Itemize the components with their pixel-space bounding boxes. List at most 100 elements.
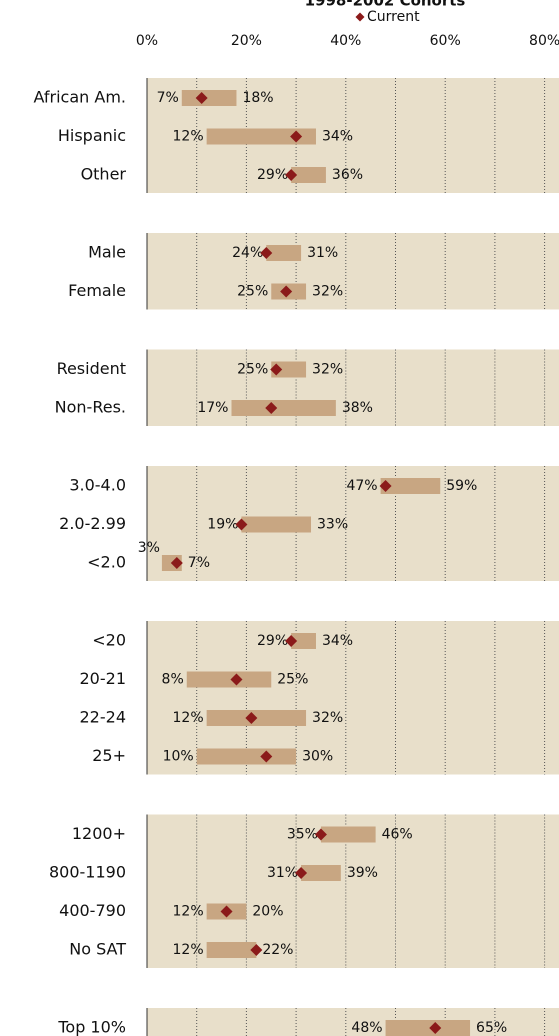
range-bar xyxy=(385,1020,471,1036)
category-label: Top 10% xyxy=(57,1018,126,1036)
high-label: 34% xyxy=(322,633,353,649)
current-marker xyxy=(230,673,243,686)
category-label: 1200+ xyxy=(72,824,126,843)
legend-label: Current xyxy=(367,9,420,25)
category-label: <2.0 xyxy=(87,553,126,572)
high-label: 36% xyxy=(332,167,363,183)
current-marker xyxy=(285,169,298,181)
high-label: 25% xyxy=(277,672,308,688)
high-label: 39% xyxy=(347,865,378,881)
high-label: 32% xyxy=(312,284,343,300)
high-label: 30% xyxy=(302,749,333,765)
high-label: 46% xyxy=(382,827,413,843)
high-label: 20% xyxy=(252,904,283,920)
current-marker xyxy=(285,635,298,647)
low-label: 12% xyxy=(173,129,204,145)
low-label: 24% xyxy=(232,245,263,261)
range-bar xyxy=(320,826,376,843)
current-marker xyxy=(270,363,283,376)
category-label: Non-Res. xyxy=(55,398,126,417)
x-tick-label: 20% xyxy=(231,33,262,49)
current-marker xyxy=(195,92,208,104)
current-marker xyxy=(290,130,303,143)
low-label: 31% xyxy=(267,865,298,881)
range-bar xyxy=(291,633,316,649)
category-label: 800-1190 xyxy=(49,863,126,882)
panel xyxy=(147,1008,559,1036)
category-label: Male xyxy=(88,243,126,262)
low-label: 10% xyxy=(163,749,194,765)
low-label: 47% xyxy=(346,478,377,494)
panel xyxy=(147,349,559,426)
low-label: 7% xyxy=(157,90,179,106)
low-label: 12% xyxy=(173,710,204,726)
category-label: Resident xyxy=(57,359,126,378)
low-label: 17% xyxy=(197,400,228,416)
category-label: 2.0-2.99 xyxy=(59,514,126,533)
category-label: Hispanic xyxy=(58,126,126,145)
chart-title: 1998-2002 Cohorts xyxy=(305,0,466,10)
low-label: 25% xyxy=(237,284,268,300)
panel xyxy=(147,233,559,310)
high-label: 33% xyxy=(317,517,348,533)
current-marker xyxy=(220,905,233,918)
range-bar xyxy=(186,671,272,688)
low-label: 3% xyxy=(138,540,160,556)
x-tick-label: 0% xyxy=(136,33,158,49)
current-marker xyxy=(245,712,258,724)
current-marker xyxy=(429,1022,442,1034)
high-label: 59% xyxy=(446,478,477,494)
range-bar xyxy=(206,128,316,145)
category-label: 22-24 xyxy=(80,708,127,727)
range-bar xyxy=(266,245,302,261)
range-bar xyxy=(241,516,312,533)
range-bar xyxy=(301,865,341,881)
high-label: 38% xyxy=(342,400,373,416)
panel xyxy=(147,466,559,581)
current-marker xyxy=(250,944,263,956)
low-label: 12% xyxy=(173,942,204,958)
low-label: 29% xyxy=(257,633,288,649)
category-label: Female xyxy=(68,281,126,300)
high-label: 22% xyxy=(262,942,293,958)
legend-marker xyxy=(355,12,365,22)
range-bar xyxy=(196,748,297,765)
current-marker xyxy=(295,867,308,879)
low-label: 48% xyxy=(351,1020,382,1036)
high-label: 65% xyxy=(476,1020,507,1036)
low-label: 25% xyxy=(237,362,268,378)
low-label: 19% xyxy=(207,517,238,533)
low-label: 8% xyxy=(162,672,184,688)
category-label: No SAT xyxy=(69,940,126,959)
x-tick-label: 60% xyxy=(430,33,461,49)
range-bar xyxy=(380,478,441,494)
range-bar xyxy=(206,942,257,958)
category-label: 20-21 xyxy=(80,669,127,688)
current-marker xyxy=(379,480,392,492)
high-label: 34% xyxy=(322,129,353,145)
low-label: 29% xyxy=(257,167,288,183)
x-tick-label: 40% xyxy=(330,33,361,49)
high-label: 32% xyxy=(312,710,343,726)
current-marker xyxy=(235,518,248,531)
category-label: 25+ xyxy=(92,746,126,765)
high-label: 31% xyxy=(307,245,338,261)
range-bar xyxy=(271,361,307,378)
high-label: 18% xyxy=(242,90,273,106)
high-label: 7% xyxy=(188,555,210,571)
current-marker xyxy=(260,247,273,259)
category-label: <20 xyxy=(92,631,126,650)
category-label: African Am. xyxy=(34,88,126,107)
range-bar xyxy=(181,90,237,106)
current-marker xyxy=(314,828,327,841)
current-marker xyxy=(265,402,278,414)
low-label: 12% xyxy=(173,904,204,920)
current-marker xyxy=(260,750,273,763)
category-label: 3.0-4.0 xyxy=(69,476,126,495)
high-label: 32% xyxy=(312,362,343,378)
current-marker xyxy=(280,285,293,298)
low-label: 35% xyxy=(287,827,318,843)
category-label: 400-790 xyxy=(59,901,126,920)
